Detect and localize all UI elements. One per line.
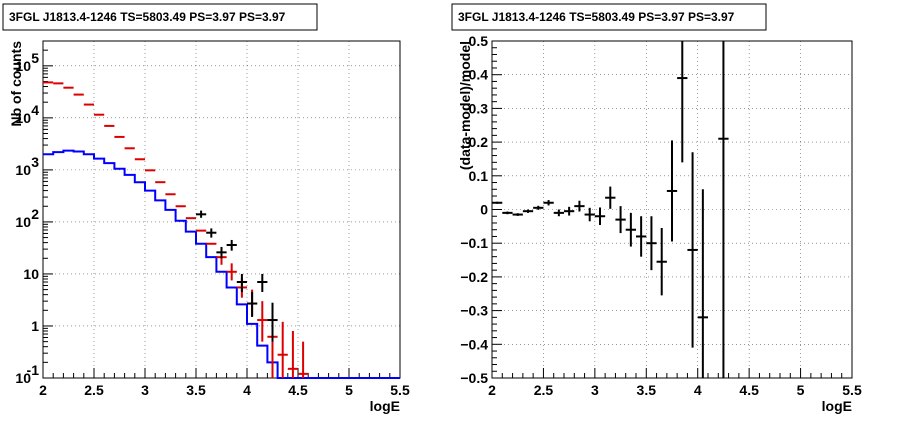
y-tick-label: −0.3: [460, 303, 488, 319]
left-chart-title: 3FGL J1813.4-1246 TS=5803.49 PS=3.97 PS=…: [9, 10, 286, 24]
x-tick-label: 3.5: [186, 382, 206, 398]
x-tick-label: 3.5: [637, 382, 657, 398]
left-title-box: [2, 3, 318, 31]
y-tick-exponent: -1: [27, 362, 40, 378]
right-grid: [492, 41, 852, 378]
y-tick-label: −0.4: [460, 336, 488, 352]
right-ticks: 2 2.5 3 3.5 4 4.5 5 5.5 −0.5 −0.4 −0.3 −0.2 −0.1 0 0.1…: [460, 33, 862, 398]
y-tick-label: −0.1: [460, 235, 488, 251]
model-histogram-line: [43, 149, 400, 379]
y-tick-label: 10: [15, 214, 31, 230]
right-x-axis-label: logE: [822, 398, 852, 414]
left-marks: [43, 81, 400, 379]
y-tick-exponent: 3: [31, 154, 39, 170]
right-panel: 2 2.5 3 3.5 4 4.5 5 5.5 −0.5 −0.4 −0.3 −0.2 −0.1 0 0.1…: [451, 3, 862, 414]
x-tick-label: 5: [345, 382, 353, 398]
y-tick-label: −0.5: [460, 370, 488, 386]
y-tick-label: −0.2: [460, 269, 488, 285]
left-plot-frame: [42, 40, 401, 379]
y-tick-exponent: 4: [31, 102, 39, 118]
y-tick-label: 0.2: [469, 134, 489, 150]
x-tick-label: 3: [591, 382, 599, 398]
x-tick-label: 2: [488, 382, 496, 398]
y-tick-label: 0: [480, 202, 488, 218]
x-tick-label: 5.5: [390, 382, 410, 398]
y-tick-label: 10: [23, 266, 39, 282]
x-tick-label: 3: [141, 382, 149, 398]
y-tick-label: 0.5: [469, 33, 489, 49]
left-x-axis-label: logE: [370, 398, 400, 414]
left-y-axis-label: Nb of counts: [8, 41, 24, 127]
right-chart-title: 3FGL J1813.4-1246 TS=5803.49 PS=3.97 PS=…: [458, 10, 735, 24]
y-tick-label: 0.1: [469, 168, 489, 184]
x-tick-label: 2: [39, 382, 47, 398]
x-tick-label: 2.5: [534, 382, 554, 398]
x-tick-label: 4: [694, 382, 702, 398]
x-tick-label: 2.5: [84, 382, 104, 398]
y-tick-label: 0.4: [469, 67, 489, 83]
x-tick-label: 5: [797, 382, 805, 398]
y-tick-label: 1: [31, 318, 39, 334]
y-tick-label: 10: [15, 162, 31, 178]
y-tick-exponent: 5: [31, 50, 39, 66]
y-tick-label: 10: [15, 58, 31, 74]
left-grid: [43, 41, 400, 378]
x-tick-label: 5.5: [842, 382, 862, 398]
right-marks: [492, 41, 729, 378]
x-tick-label: 4.5: [739, 382, 759, 398]
right-title-box: [451, 3, 767, 31]
y-tick-label: 10: [15, 110, 31, 126]
x-tick-label: 4.5: [288, 382, 308, 398]
x-tick-label: 4: [243, 382, 251, 398]
y-tick-label: 0.3: [469, 100, 489, 116]
right-y-axis-label: (data-model)/model: [457, 41, 473, 170]
y-tick-exponent: 2: [31, 206, 39, 222]
y-tick-label: 10: [15, 370, 31, 386]
